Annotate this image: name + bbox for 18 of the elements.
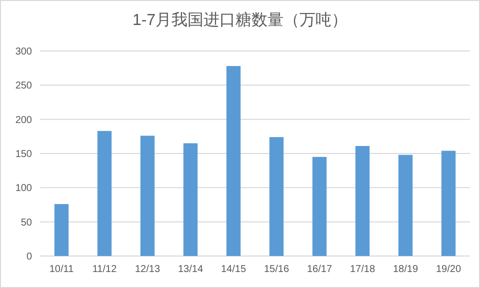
y-tick-label: 200 xyxy=(15,114,32,126)
y-tick-label: 100 xyxy=(15,183,32,194)
x-tick-label: 18/19 xyxy=(392,264,418,275)
x-tick-label: 15/16 xyxy=(264,264,290,275)
x-tick-label: 19/20 xyxy=(436,264,462,275)
x-tick-label: 12/13 xyxy=(134,264,160,275)
x-tick-label: 14/15 xyxy=(220,264,246,275)
x-tick-label: 16/17 xyxy=(306,264,332,275)
y-tick-label: 250 xyxy=(15,80,32,92)
y-tick-label: 300 xyxy=(15,46,32,58)
y-tick-label: 50 xyxy=(20,217,32,228)
y-tick-label: 0 xyxy=(26,252,32,262)
x-tick-label: 11/12 xyxy=(92,264,118,275)
y-tick-label: 150 xyxy=(15,149,32,160)
x-tick-label: 10/11 xyxy=(49,264,74,275)
x-tick-label: 17/18 xyxy=(350,264,376,275)
title: 1-7月我国进口糖数量（万吨） xyxy=(132,12,348,29)
x-tick-label: 13/14 xyxy=(178,264,204,275)
